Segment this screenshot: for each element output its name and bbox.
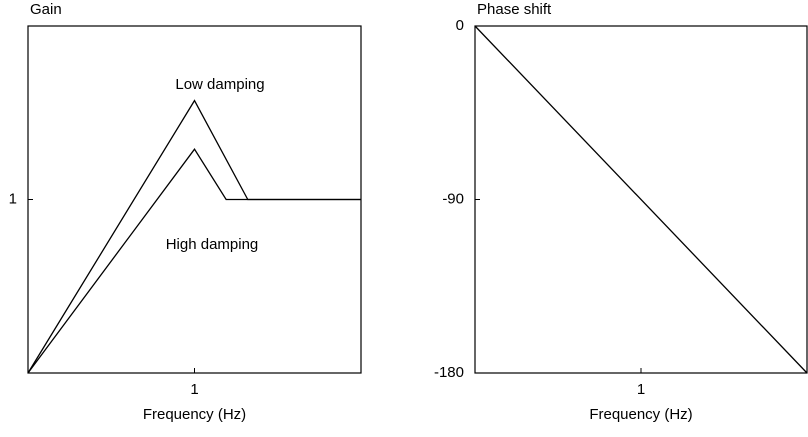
x-tick-label: 1 bbox=[637, 381, 645, 398]
y-tick-label: -180 bbox=[434, 364, 464, 381]
chart-title: Phase shift bbox=[477, 1, 552, 18]
line-series bbox=[474, 25, 808, 374]
y-tick-label: 1 bbox=[9, 190, 17, 207]
chart-title: Gain bbox=[30, 1, 62, 18]
x-tick-label: 1 bbox=[190, 381, 198, 398]
series-annotation: High damping bbox=[166, 236, 259, 253]
y-tick-label: -90 bbox=[442, 190, 464, 207]
series-annotation: Low damping bbox=[175, 76, 264, 93]
line-series bbox=[27, 148, 361, 374]
y-tick-label: 0 bbox=[456, 17, 464, 34]
x-axis-label: Frequency (Hz) bbox=[589, 406, 692, 423]
x-axis-label: Frequency (Hz) bbox=[143, 406, 246, 423]
